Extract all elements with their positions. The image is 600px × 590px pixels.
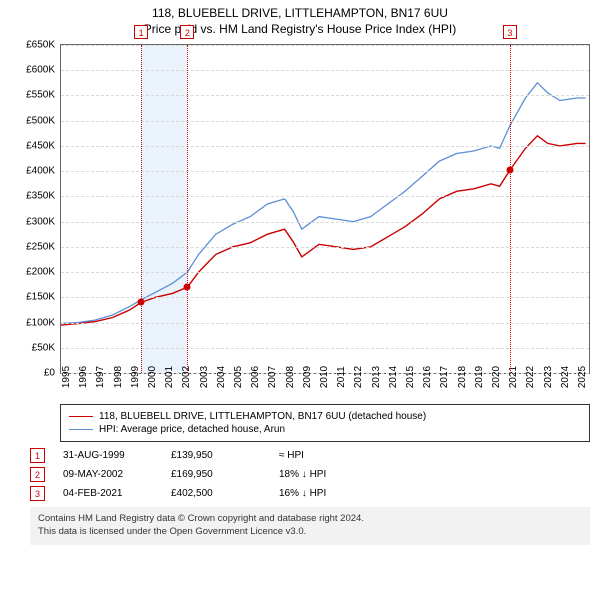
x-axis-label: 2001 <box>164 366 175 388</box>
event-vline <box>510 45 511 373</box>
event-price: £139,950 <box>171 450 261 461</box>
y-axis-label: £500K <box>26 115 55 126</box>
y-axis-label: £150K <box>26 292 55 303</box>
series-hpi <box>61 83 586 324</box>
y-axis-label: £100K <box>26 317 55 328</box>
y-axis-label: £200K <box>26 267 55 278</box>
y-axis-label: £250K <box>26 241 55 252</box>
event-number-box: 3 <box>30 486 45 501</box>
event-date: 09-MAY-2002 <box>63 469 153 480</box>
x-axis-label: 2005 <box>233 366 244 388</box>
event-marker: 3 <box>503 25 517 39</box>
legend-item: HPI: Average price, detached house, Arun <box>69 424 581 435</box>
x-axis-label: 2008 <box>285 366 296 388</box>
y-axis-label: £50K <box>32 342 55 353</box>
event-table: 1 31-AUG-1999 £139,950 ≈ HPI 2 09-MAY-2002 £16… <box>30 448 590 501</box>
chart-title-address: 118, BLUEBELL DRIVE, LITTLEHAMPTON, BN17… <box>0 6 600 20</box>
legend-label: HPI: Average price, detached house, Arun <box>99 424 285 435</box>
sale-dot <box>506 167 513 174</box>
x-axis-label: 2025 <box>577 366 588 388</box>
event-note: 18% ↓ HPI <box>279 469 326 480</box>
x-axis-label: 1995 <box>61 366 72 388</box>
x-axis-label: 2024 <box>560 366 571 388</box>
chart-container: 118, BLUEBELL DRIVE, LITTLEHAMPTON, BN17… <box>0 0 600 545</box>
event-vline <box>141 45 142 373</box>
x-axis-label: 2016 <box>422 366 433 388</box>
legend-label: 118, BLUEBELL DRIVE, LITTLEHAMPTON, BN17… <box>99 411 426 422</box>
x-axis-label: 1998 <box>113 366 124 388</box>
legend-swatch <box>69 416 93 417</box>
x-axis-label: 2004 <box>216 366 227 388</box>
x-axis-label: 2023 <box>543 366 554 388</box>
plot-area: £0£50K£100K£150K£200K£250K£300K£350K£400… <box>60 44 590 374</box>
sale-dot <box>184 284 191 291</box>
legend: 118, BLUEBELL DRIVE, LITTLEHAMPTON, BN17… <box>60 404 590 442</box>
event-note: 16% ↓ HPI <box>279 488 326 499</box>
event-vline <box>187 45 188 373</box>
event-note: ≈ HPI <box>279 450 304 461</box>
footer-line: Contains HM Land Registry data © Crown c… <box>38 513 582 526</box>
y-axis-label: £300K <box>26 216 55 227</box>
event-date: 31-AUG-1999 <box>63 450 153 461</box>
x-axis-label: 2009 <box>302 366 313 388</box>
event-price: £402,500 <box>171 488 261 499</box>
event-marker: 2 <box>180 25 194 39</box>
y-axis-label: £350K <box>26 191 55 202</box>
x-axis-label: 1999 <box>130 366 141 388</box>
x-axis-label: 2003 <box>199 366 210 388</box>
event-row: 1 31-AUG-1999 £139,950 ≈ HPI <box>30 448 590 463</box>
x-axis-label: 1997 <box>95 366 106 388</box>
x-axis-label: 2014 <box>388 366 399 388</box>
event-number-box: 1 <box>30 448 45 463</box>
x-axis-label: 2022 <box>525 366 536 388</box>
y-axis-label: £0 <box>44 368 55 379</box>
event-marker: 1 <box>134 25 148 39</box>
x-axis-label: 2006 <box>250 366 261 388</box>
x-axis-label: 1996 <box>78 366 89 388</box>
legend-item: 118, BLUEBELL DRIVE, LITTLEHAMPTON, BN17… <box>69 411 581 422</box>
x-axis-label: 2015 <box>405 366 416 388</box>
x-axis-label: 2020 <box>491 366 502 388</box>
x-axis-label: 2000 <box>147 366 158 388</box>
event-number-box: 2 <box>30 467 45 482</box>
x-axis-label: 2019 <box>474 366 485 388</box>
y-axis-label: £550K <box>26 90 55 101</box>
event-price: £169,950 <box>171 469 261 480</box>
x-axis-label: 2017 <box>439 366 450 388</box>
event-row: 2 09-MAY-2002 £169,950 18% ↓ HPI <box>30 467 590 482</box>
x-axis-label: 2010 <box>319 366 330 388</box>
event-row: 3 04-FEB-2021 £402,500 16% ↓ HPI <box>30 486 590 501</box>
x-axis-label: 2007 <box>267 366 278 388</box>
x-axis-label: 2013 <box>371 366 382 388</box>
y-axis-label: £650K <box>26 40 55 51</box>
x-axis-label: 2012 <box>353 366 364 388</box>
legend-swatch <box>69 429 93 430</box>
y-axis-label: £600K <box>26 65 55 76</box>
y-axis-label: £400K <box>26 166 55 177</box>
x-axis-label: 2018 <box>457 366 468 388</box>
event-date: 04-FEB-2021 <box>63 488 153 499</box>
y-axis-label: £450K <box>26 140 55 151</box>
sale-dot <box>138 299 145 306</box>
attribution-footer: Contains HM Land Registry data © Crown c… <box>30 507 590 545</box>
footer-line: This data is licensed under the Open Gov… <box>38 526 582 539</box>
x-axis-label: 2011 <box>336 366 347 388</box>
